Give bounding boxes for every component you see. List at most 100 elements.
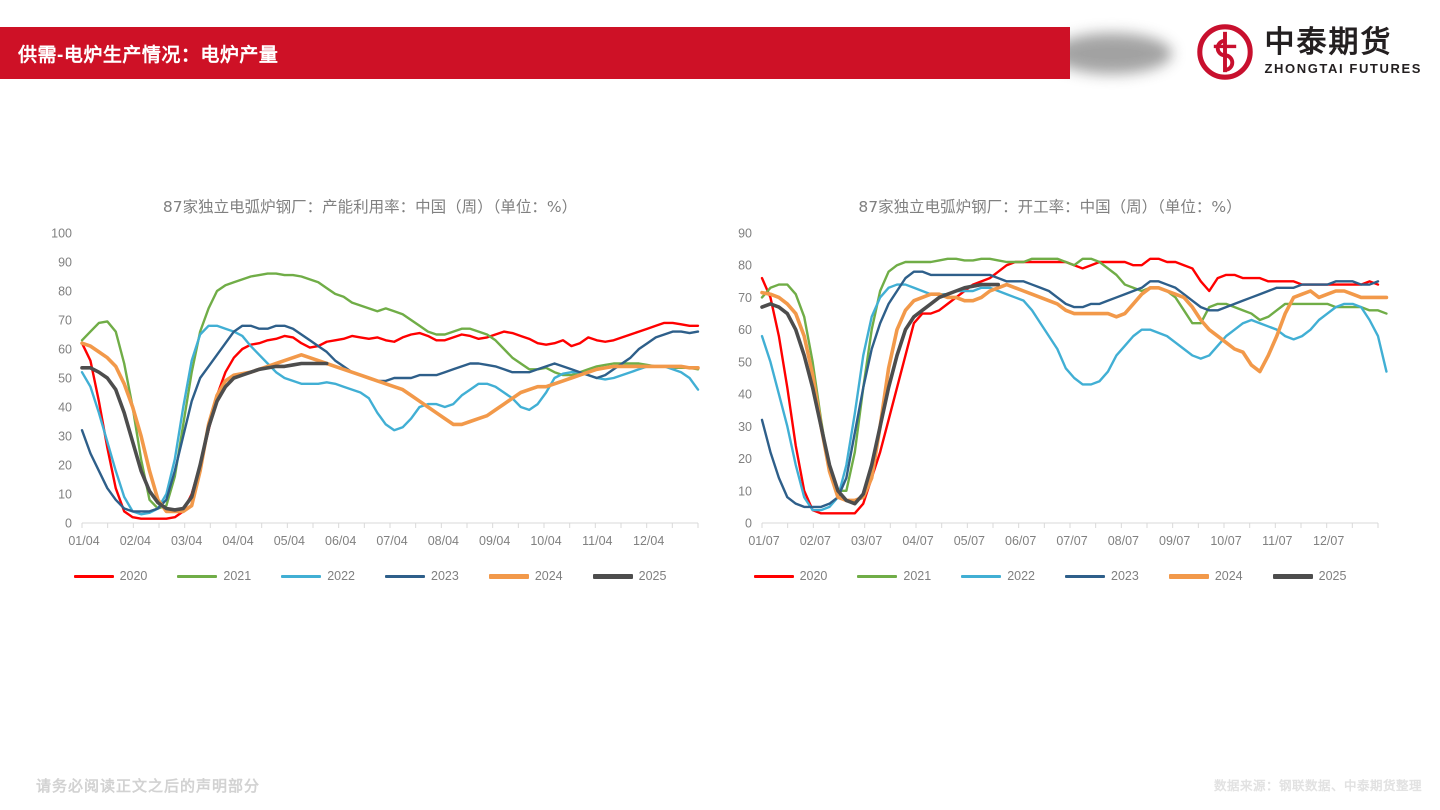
- logo-chinese-name: 中泰期货: [1264, 25, 1393, 61]
- series-line-2023: [760, 270, 1380, 509]
- x-axis-tick-label: 02/07: [800, 534, 831, 548]
- x-axis-tick-label: 05/04: [274, 534, 305, 548]
- line-chart-svg-right: 0 10 20 30 40 50 60 70 80 90 01/07 02/07 03/07 04/07 0…: [738, 227, 1389, 548]
- legend-label: 2022: [1007, 569, 1035, 584]
- x-axis-tick-label: 05/07: [954, 534, 985, 548]
- y-axis-tick-label: 80: [738, 259, 752, 273]
- series-line-2023: [80, 324, 700, 513]
- series-line-2021: [80, 272, 700, 510]
- zhongtai-circle-logo-icon: [1197, 24, 1254, 80]
- series-line-2021: [760, 257, 1388, 493]
- logo-english-name: ZHONGTAI FUTURES: [1264, 60, 1422, 76]
- y-axis-tick-label: 20: [58, 459, 72, 473]
- legend-item-2021[interactable]: 2021: [177, 569, 251, 583]
- page-title: 供需-电炉生产情况：电炉产量: [18, 44, 279, 66]
- chart-operating-rate: 87家独立电弧炉钢厂：开工率：中国（周）（单位：%） 0 10 20 30 40 50 60…: [710, 196, 1390, 583]
- y-axis-tick-label: 70: [58, 314, 72, 328]
- legend-swatch-2020: [73, 574, 114, 578]
- series-line-2020: [760, 257, 1380, 515]
- x-axis-tick-label: 02/04: [120, 534, 151, 548]
- company-logo: 中泰期货 ZHONGTAI FUTURES: [1197, 22, 1422, 82]
- legend-swatch-2024: [1168, 573, 1209, 579]
- chart-title-left: 87家独立电弧炉钢厂：产能利用率：中国（周）（单位：%）: [162, 198, 578, 216]
- legend-label: 2022: [327, 569, 355, 584]
- legend-item-2025[interactable]: 2025: [592, 569, 666, 583]
- x-axis-tick-label: 04/04: [222, 534, 253, 548]
- legend-item-2020[interactable]: 2020: [73, 569, 148, 584]
- y-axis-tick-label: 90: [738, 227, 752, 241]
- y-axis-tick-label: 60: [738, 323, 752, 337]
- x-axis-tick-label: 01/07: [748, 534, 779, 548]
- legend-swatch-2023: [1065, 574, 1105, 578]
- legend-item-2022[interactable]: 2022: [961, 569, 1035, 583]
- legend-swatch-2025: [592, 573, 633, 579]
- legend-label: 2020: [119, 569, 148, 584]
- x-axis-tick-label: 12/07: [1313, 534, 1344, 548]
- y-axis-tick-label: 70: [738, 291, 752, 305]
- footer-disclaimer: 请务必阅读正文之后的声明部分: [36, 777, 261, 795]
- plot-area-left: 0 10 20 30 40 50 60 70 80 90 100 01/04 02/04 03/04 04/…: [30, 225, 710, 555]
- legend-item-2020[interactable]: 2020: [753, 569, 828, 584]
- y-axis-tick-label: 0: [65, 517, 72, 531]
- legend-swatch-2024: [488, 573, 529, 579]
- x-axis-tick-label: 03/07: [851, 534, 882, 548]
- x-axis-tick-label: 09/04: [479, 534, 510, 548]
- x-axis-tick-label: 11/07: [1262, 534, 1292, 548]
- legend-label: 2023: [431, 569, 459, 584]
- legend-item-2023[interactable]: 2023: [385, 569, 459, 583]
- legend-swatch-2022: [961, 574, 1002, 578]
- y-axis-tick-label: 80: [58, 285, 72, 299]
- y-axis-tick-label: 20: [738, 452, 752, 466]
- series-line-2024: [80, 341, 700, 514]
- x-axis-tick-label: 08/04: [428, 534, 459, 548]
- legend-item-2023[interactable]: 2023: [1065, 569, 1139, 583]
- series-line-2022: [760, 283, 1388, 512]
- footer-data-source: 数据来源：钢联数据、中泰期货整理: [1213, 778, 1422, 793]
- y-axis-tick-label: 100: [51, 227, 72, 241]
- y-axis-tick-label: 30: [58, 430, 72, 444]
- x-axis-tick-label: 07/04: [376, 534, 407, 548]
- legend-item-2024[interactable]: 2024: [1168, 569, 1243, 584]
- legend-item-2022[interactable]: 2022: [281, 569, 355, 583]
- legend-item-2025[interactable]: 2025: [1272, 569, 1347, 584]
- legend-swatch-2022: [281, 574, 322, 578]
- y-axis-tick-label: 0: [745, 517, 752, 531]
- legend-label: 2021: [903, 569, 932, 584]
- legend-label: 2024: [1214, 569, 1243, 584]
- y-axis-tick-label: 50: [58, 372, 72, 386]
- series-line-2022: [80, 324, 700, 516]
- chart-capacity-utilization: 87家独立电弧炉钢厂：产能利用率：中国（周）（单位：%） 0 10 20 30 40 50…: [30, 196, 710, 583]
- legend-label: 2020: [799, 569, 828, 584]
- legend-label: 2023: [1111, 569, 1139, 584]
- y-axis-tick-label: 40: [738, 388, 752, 402]
- y-axis-tick-label: 40: [58, 401, 72, 415]
- legend-label: 2021: [223, 569, 252, 584]
- x-axis-tick-label: 04/07: [902, 534, 933, 548]
- title-bar-shadow: [1052, 33, 1172, 74]
- legend-item-2021[interactable]: 2021: [857, 569, 931, 583]
- chart-legend-left: 2020 2021 2022 2023 2024 2025: [30, 569, 710, 583]
- logo-wordmark: 中泰期货 ZHONGTAI FUTURES: [1264, 28, 1422, 76]
- legend-swatch-2021: [857, 574, 898, 578]
- series-line-2025: [80, 361, 329, 513]
- plot-area-right: 0 10 20 30 40 50 60 70 80 90 01/07 02/07 03/07 04/07 0…: [710, 225, 1390, 555]
- x-axis-tick-label: 06/04: [325, 534, 356, 548]
- x-axis-tick-label: 01/04: [68, 534, 99, 548]
- y-axis-tick-label: 10: [58, 488, 72, 502]
- x-axis-tick-label: 03/04: [171, 534, 202, 548]
- series-line-2020: [80, 321, 700, 521]
- x-axis-tick-label: 08/07: [1108, 534, 1139, 548]
- legend-swatch-2020: [753, 574, 794, 578]
- series-line-2025: [760, 283, 1001, 506]
- slide-title-bar: 供需-电炉生产情况：电炉产量: [0, 27, 1070, 79]
- chart-title-right: 87家独立电弧炉钢厂：开工率：中国（周）（单位：%）: [858, 198, 1242, 216]
- legend-swatch-2023: [385, 574, 425, 578]
- x-axis-tick-label: 10/07: [1210, 534, 1241, 548]
- legend-swatch-2025: [1272, 573, 1313, 579]
- legend-label: 2025: [1318, 569, 1347, 584]
- chart-legend-right: 2020 2021 2022 2023 2024 2025: [710, 569, 1390, 583]
- legend-item-2024[interactable]: 2024: [488, 569, 563, 584]
- line-chart-svg-left: 0 10 20 30 40 50 60 70 80 90 100 01/04 02/04 03/04 04/…: [51, 227, 700, 548]
- legend-label: 2024: [534, 569, 563, 584]
- x-axis-tick-label: 12/04: [633, 534, 664, 548]
